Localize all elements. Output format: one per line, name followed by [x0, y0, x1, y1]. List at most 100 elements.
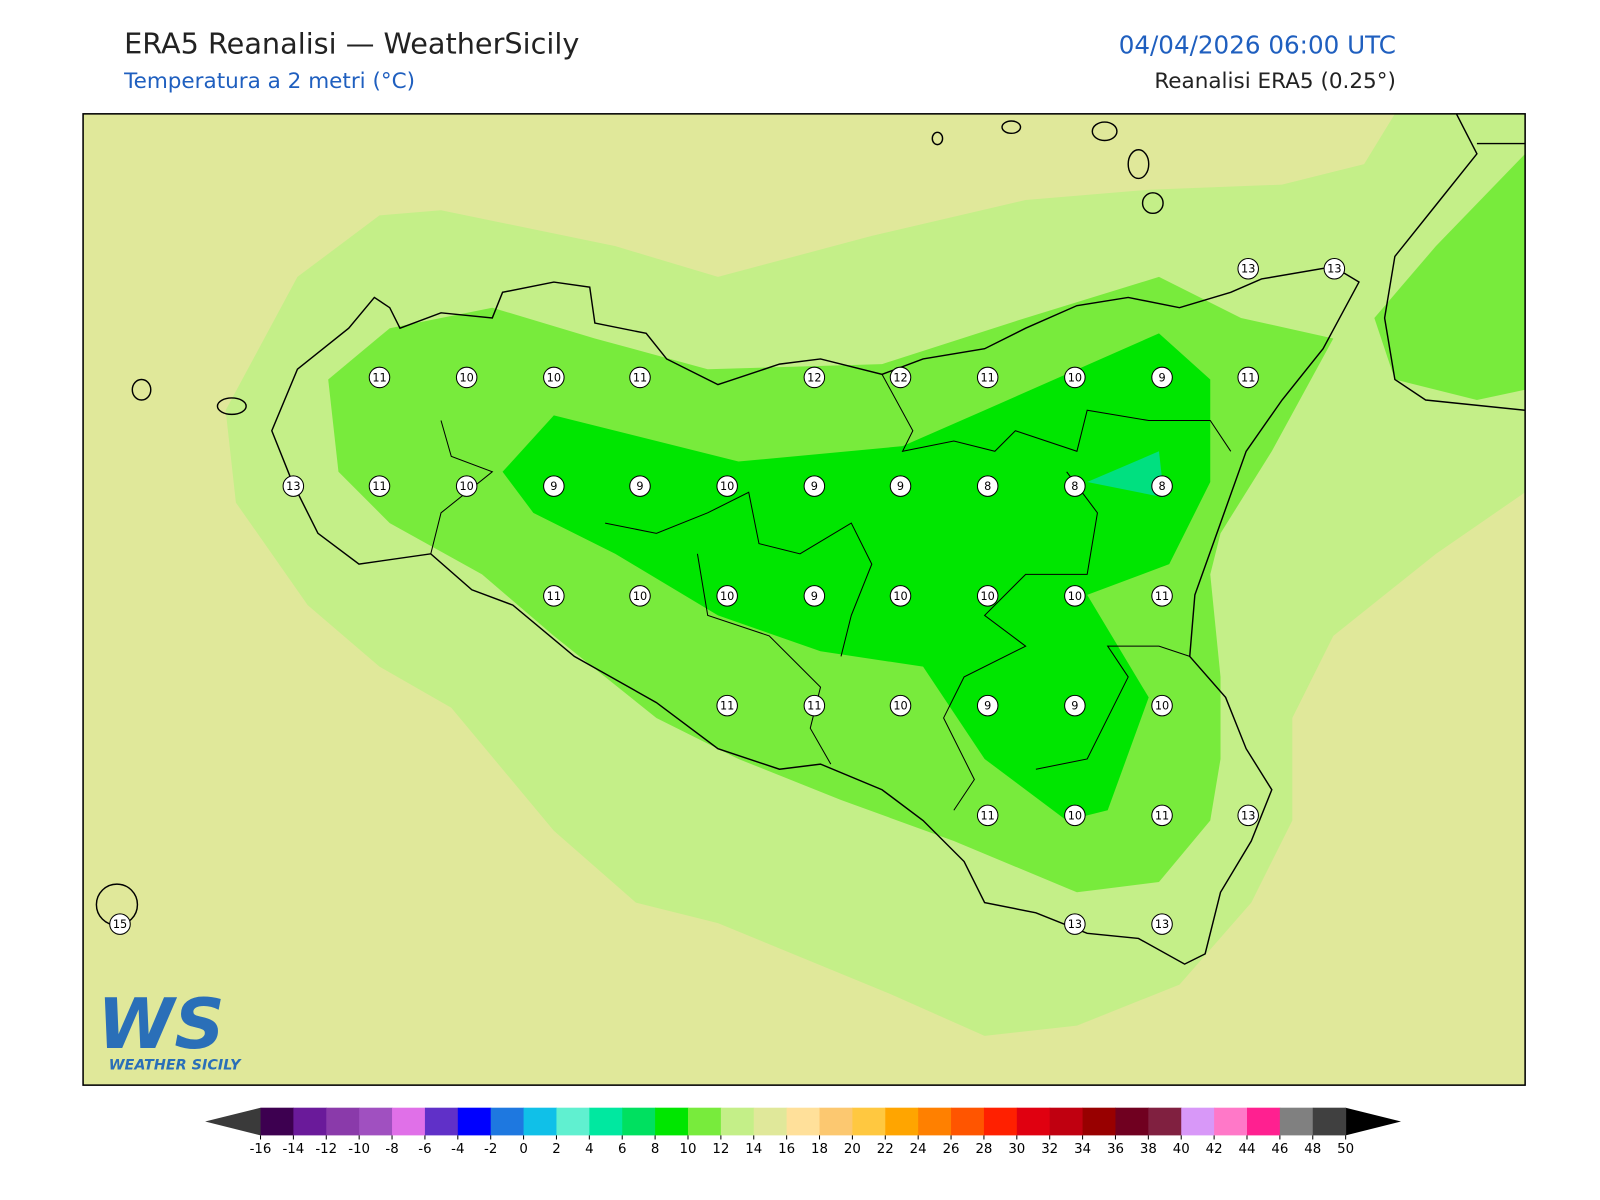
- colorbar-swatch: [1082, 1107, 1116, 1136]
- band-8-10: [502, 333, 1211, 821]
- colorbar-under: [205, 1107, 261, 1136]
- station-value: 12: [807, 371, 821, 384]
- colorbar-tick-label: 40: [1173, 1142, 1190, 1157]
- colorbar-tick-label: -2: [484, 1142, 497, 1157]
- station-value: 13: [1241, 263, 1255, 276]
- station-marker: [629, 475, 651, 497]
- station-marker: [889, 475, 912, 497]
- colorbar-tick-label: -14: [283, 1142, 305, 1157]
- colorbar-tick-label: 48: [1304, 1142, 1321, 1157]
- station-value: 10: [720, 480, 734, 493]
- station-value: 12: [893, 371, 907, 384]
- title: ERA5 Reanalisi — WeatherSicily: [124, 26, 579, 60]
- colorbar-swatch: [1049, 1107, 1084, 1136]
- logo-name: WEATHER SICILY: [109, 1058, 242, 1074]
- station-marker: [716, 475, 738, 497]
- station-value: 10: [1068, 809, 1082, 822]
- station-marker: [1151, 366, 1173, 389]
- station-marker: [368, 475, 391, 497]
- subtitle: Temperatura a 2 metri (°C): [123, 69, 415, 94]
- colorbar-swatch: [523, 1107, 557, 1136]
- station-value: 10: [893, 590, 907, 603]
- station-value: 10: [1068, 590, 1082, 603]
- station-value: 11: [633, 371, 647, 384]
- colorbar-swatch: [260, 1107, 294, 1136]
- colorbar-swatch: [392, 1107, 426, 1136]
- station-marker: [455, 475, 478, 497]
- station-marker: [629, 585, 651, 607]
- station-value: 11: [1155, 590, 1169, 603]
- colorbar-tick-label: 46: [1271, 1142, 1288, 1157]
- colorbar-swatch: [457, 1107, 492, 1136]
- colorbar-swatch: [1181, 1107, 1215, 1136]
- station-marker: [368, 366, 391, 389]
- colorbar-swatch: [1115, 1107, 1149, 1136]
- station-marker: [543, 585, 565, 607]
- station-value: 13: [1327, 263, 1341, 276]
- band-10-12: [1374, 153, 1526, 400]
- colorbar-swatch: [293, 1107, 327, 1136]
- colorbar-tick-label: 14: [745, 1142, 762, 1157]
- station-value: 11: [547, 590, 561, 603]
- station-marker: [1151, 913, 1173, 935]
- colorbar-tick-label: 24: [910, 1142, 927, 1157]
- station-value: 10: [547, 371, 561, 384]
- colorbar-swatch: [326, 1107, 360, 1136]
- station-value: 13: [1241, 809, 1255, 822]
- station-marker: [1064, 475, 1086, 497]
- station-marker: [1064, 913, 1086, 935]
- colorbar-tick-label: 10: [680, 1142, 697, 1157]
- colorbar-swatch: [885, 1107, 919, 1136]
- colorbar-tick-label: 34: [1074, 1142, 1091, 1157]
- station-value: 8: [984, 480, 991, 493]
- colorbar-swatch: [951, 1107, 985, 1136]
- station-marker: [1064, 366, 1086, 389]
- station-value: 9: [811, 480, 818, 493]
- colorbar: -16 -14 -12 -10 -8 -6 -4 -2 0 2 4 6 8 10 12 14 16 18 20 22 2…: [205, 1107, 1402, 1157]
- station-marker: [629, 366, 651, 389]
- station-marker: [889, 694, 912, 717]
- station-marker: [1151, 694, 1173, 717]
- colorbar-swatch: [1279, 1107, 1314, 1136]
- colorbar-swatch: [753, 1107, 788, 1136]
- colorbar-swatch: [655, 1107, 689, 1136]
- colorbar-tick-label: 16: [778, 1142, 795, 1157]
- station-value: 9: [984, 700, 991, 713]
- station-marker: [889, 585, 912, 607]
- station-value: 9: [1158, 371, 1165, 384]
- station-value: 10: [893, 700, 907, 713]
- colorbar-swatch: [1312, 1107, 1347, 1136]
- station-value: 10: [459, 371, 473, 384]
- station-marker: [1151, 475, 1173, 497]
- station-value: 9: [1071, 700, 1078, 713]
- colorbar-tick-label: 22: [877, 1142, 894, 1157]
- station-marker: [1064, 694, 1086, 717]
- station-marker: [803, 585, 826, 607]
- colorbar-tick-label: 6: [618, 1142, 626, 1157]
- station-value: 9: [897, 480, 904, 493]
- station-marker: [1064, 585, 1086, 607]
- station-marker: [1151, 585, 1173, 607]
- map-frame: [82, 113, 1526, 1086]
- station-value: 11: [372, 480, 386, 493]
- colorbar-tick-label: 2: [552, 1142, 560, 1157]
- station-marker: [1237, 366, 1259, 389]
- station-marker: [716, 694, 738, 717]
- station-marker: [889, 366, 912, 389]
- station-value: 9: [636, 480, 643, 493]
- station-marker: [803, 366, 826, 389]
- station-value: 11: [720, 700, 734, 713]
- station-value: 9: [811, 590, 818, 603]
- colorbar-tick-label: 42: [1206, 1142, 1223, 1157]
- colorbar-swatch: [983, 1107, 1018, 1136]
- colorbar-tick-label: -16: [250, 1142, 272, 1157]
- station-value: 11: [981, 809, 995, 822]
- colorbar-swatch: [852, 1107, 886, 1136]
- colorbar-swatch: [556, 1107, 590, 1136]
- colorbar-swatch: [720, 1107, 755, 1136]
- station-value: 13: [1155, 918, 1169, 931]
- station-value: 10: [981, 590, 995, 603]
- station-value: 8: [1158, 480, 1165, 493]
- colorbar-swatch: [819, 1107, 853, 1136]
